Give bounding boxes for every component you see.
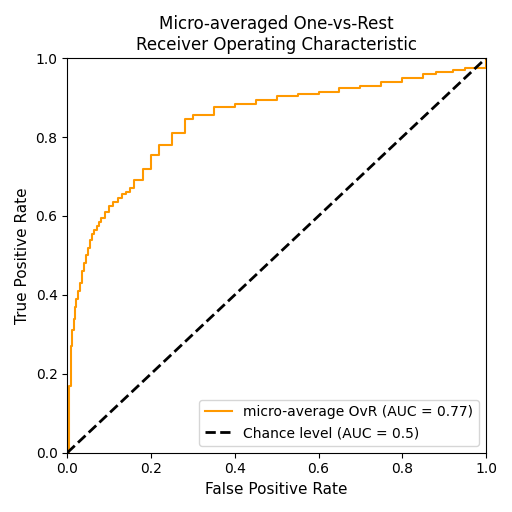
Title: Micro-averaged One-vs-Rest
Receiver Operating Characteristic: Micro-averaged One-vs-Rest Receiver Oper… [136,15,417,54]
micro-average OvR (AUC = 0.77) [87,237,93,243]
micro-average OvR (AUC = 0.77) [64,450,70,456]
micro-average OvR (AUC = 0.77) [483,55,489,61]
X-axis label: False Positive Rate: False Positive Rate [205,482,348,497]
Line: micro-average OvR (AUC = 0.77): micro-average OvR (AUC = 0.77) [67,58,486,453]
micro-average OvR (AUC = 0.77) [81,268,87,274]
micro-average OvR (AUC = 0.77) [119,195,125,201]
micro-average OvR (AUC = 0.77) [294,93,301,99]
Y-axis label: True Positive Rate: True Positive Rate [15,187,30,324]
Legend: micro-average OvR (AUC = 0.77), Chance level (AUC = 0.5): micro-average OvR (AUC = 0.77), Chance l… [199,400,479,446]
micro-average OvR (AUC = 0.77) [123,189,129,196]
micro-average OvR (AUC = 0.77) [83,252,89,259]
